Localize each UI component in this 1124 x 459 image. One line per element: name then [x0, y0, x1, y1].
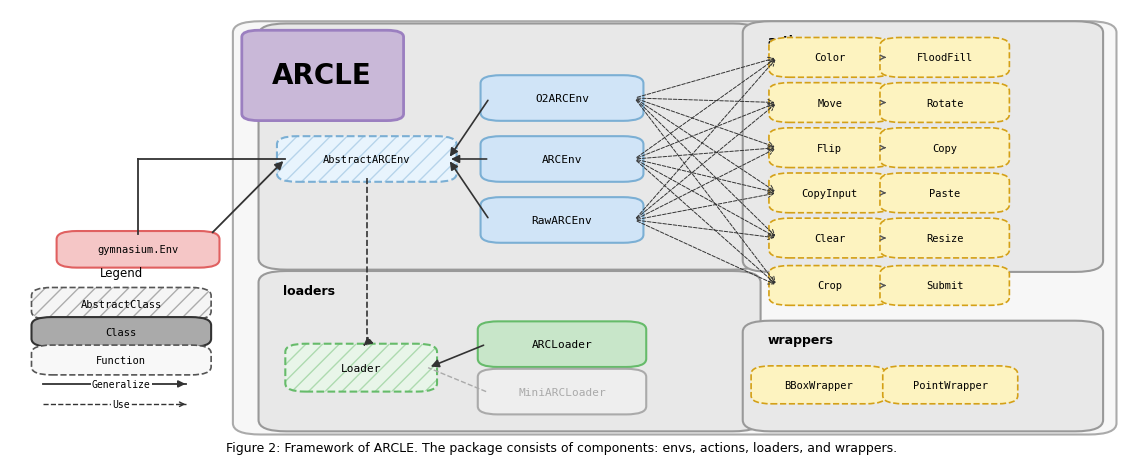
- FancyBboxPatch shape: [769, 39, 890, 78]
- Text: Crop: Crop: [817, 281, 842, 291]
- FancyBboxPatch shape: [259, 24, 761, 270]
- FancyBboxPatch shape: [769, 174, 890, 213]
- Text: Submit: Submit: [926, 281, 963, 291]
- Text: Copy: Copy: [932, 143, 958, 153]
- Text: Use: Use: [112, 399, 130, 409]
- Text: Clear: Clear: [814, 234, 845, 244]
- FancyBboxPatch shape: [242, 31, 404, 121]
- Text: Figure 2: Framework of ARCLE. The package consists of components: envs, actions,: Figure 2: Framework of ARCLE. The packag…: [226, 442, 898, 454]
- Text: Resize: Resize: [926, 234, 963, 244]
- Text: BBoxWrapper: BBoxWrapper: [785, 380, 853, 390]
- FancyBboxPatch shape: [31, 345, 211, 375]
- FancyBboxPatch shape: [743, 321, 1103, 431]
- FancyBboxPatch shape: [880, 266, 1009, 306]
- FancyBboxPatch shape: [56, 231, 219, 268]
- Text: CopyInput: CopyInput: [801, 189, 858, 198]
- FancyBboxPatch shape: [481, 198, 643, 243]
- FancyBboxPatch shape: [880, 39, 1009, 78]
- FancyBboxPatch shape: [31, 288, 211, 320]
- Text: Legend: Legend: [100, 266, 143, 279]
- FancyBboxPatch shape: [478, 369, 646, 414]
- FancyBboxPatch shape: [880, 174, 1009, 213]
- FancyBboxPatch shape: [277, 137, 456, 182]
- FancyBboxPatch shape: [285, 344, 437, 392]
- Text: Move: Move: [817, 98, 842, 108]
- Text: FloodFill: FloodFill: [916, 53, 972, 63]
- Text: AbstractClass: AbstractClass: [81, 299, 162, 309]
- Text: Class: Class: [106, 327, 137, 337]
- Text: MiniARCLoader: MiniARCLoader: [518, 387, 606, 397]
- Text: ARCLoader: ARCLoader: [532, 340, 592, 349]
- FancyBboxPatch shape: [751, 366, 886, 404]
- Text: envs: envs: [283, 37, 316, 50]
- FancyBboxPatch shape: [481, 137, 643, 182]
- Text: loaders: loaders: [283, 284, 335, 297]
- Text: gymnasium.Env: gymnasium.Env: [98, 245, 179, 255]
- Text: PointWrapper: PointWrapper: [913, 380, 988, 390]
- Text: ARCLE: ARCLE: [272, 62, 372, 90]
- FancyBboxPatch shape: [769, 129, 890, 168]
- FancyBboxPatch shape: [880, 84, 1009, 123]
- Text: actions: actions: [768, 35, 818, 48]
- FancyBboxPatch shape: [769, 84, 890, 123]
- Text: Flip: Flip: [817, 143, 842, 153]
- Text: wrappers: wrappers: [768, 334, 833, 347]
- FancyBboxPatch shape: [880, 218, 1009, 258]
- Text: Generalize: Generalize: [92, 379, 151, 389]
- Text: AbstractARCEnv: AbstractARCEnv: [323, 155, 410, 165]
- Text: Loader: Loader: [341, 363, 381, 373]
- Text: Color: Color: [814, 53, 845, 63]
- Text: Function: Function: [97, 355, 146, 365]
- FancyBboxPatch shape: [769, 266, 890, 306]
- Text: O2ARCEnv: O2ARCEnv: [535, 94, 589, 104]
- FancyBboxPatch shape: [259, 271, 761, 431]
- FancyBboxPatch shape: [882, 366, 1017, 404]
- Text: ARCEnv: ARCEnv: [542, 155, 582, 165]
- FancyBboxPatch shape: [233, 22, 1116, 435]
- FancyBboxPatch shape: [769, 218, 890, 258]
- Text: Rotate: Rotate: [926, 98, 963, 108]
- Text: RawARCEnv: RawARCEnv: [532, 215, 592, 225]
- FancyBboxPatch shape: [481, 76, 643, 122]
- FancyBboxPatch shape: [478, 322, 646, 367]
- FancyBboxPatch shape: [743, 22, 1103, 272]
- Text: Paste: Paste: [930, 189, 960, 198]
- FancyBboxPatch shape: [880, 129, 1009, 168]
- FancyBboxPatch shape: [31, 317, 211, 347]
